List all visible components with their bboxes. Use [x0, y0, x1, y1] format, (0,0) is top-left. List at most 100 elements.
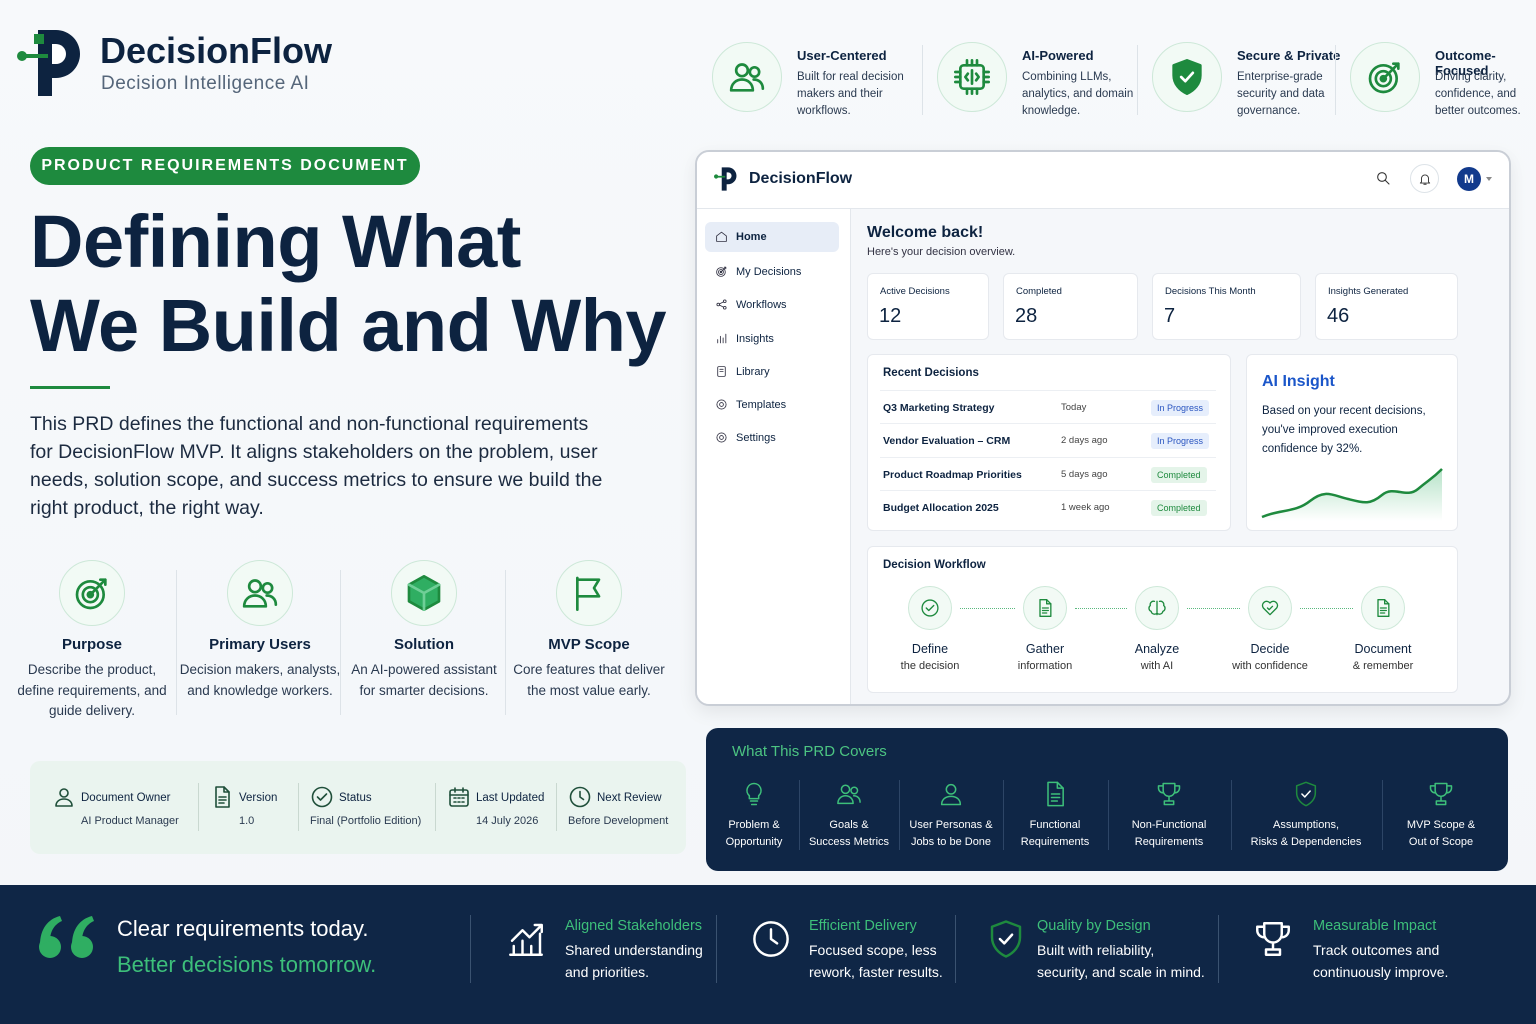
icon — [716, 266, 727, 277]
icon — [717, 333, 727, 344]
footer-icon — [505, 918, 547, 965]
headline-line: We Build and Why — [30, 284, 667, 367]
nav-icon — [715, 332, 728, 350]
icon — [1256, 922, 1290, 956]
pillar-icon — [59, 560, 125, 626]
meta-icon — [568, 785, 592, 814]
icon — [990, 920, 1022, 958]
stat-card — [1315, 273, 1458, 340]
app-header — [697, 152, 1509, 209]
rule — [30, 386, 110, 389]
status-pill: Completed — [1151, 500, 1207, 516]
step-icon — [1361, 586, 1405, 630]
divider — [955, 915, 956, 983]
cover-line: Requirements — [1134, 836, 1204, 848]
nav-icon — [715, 431, 728, 449]
pillar-title: Solution — [394, 636, 454, 653]
workflow-title: Decision Workflow — [883, 559, 986, 571]
divider — [1335, 45, 1336, 115]
icon — [1377, 172, 1390, 185]
step-title: Analyze — [1134, 642, 1180, 656]
nav-icon — [715, 265, 728, 283]
divider — [1218, 915, 1219, 983]
status-pill: Completed — [1151, 467, 1207, 483]
cover-icon — [1427, 780, 1455, 813]
icon — [75, 578, 107, 610]
cover-line: Jobs to be Done — [910, 836, 992, 848]
feature-icon — [712, 42, 782, 112]
icon — [729, 63, 765, 92]
avatar: M — [1457, 167, 1481, 191]
cover-icon — [1041, 780, 1069, 813]
cover-icon — [1155, 780, 1183, 813]
step-connector — [1300, 608, 1353, 609]
icon — [746, 782, 762, 806]
icon — [1368, 62, 1400, 94]
row-line — [880, 390, 1216, 391]
pillar-text: An AI-powered assistant for smarter deci… — [351, 662, 497, 698]
cover-line: User Personas & — [909, 819, 993, 831]
meta-label: Document Owner — [81, 792, 171, 804]
meta-box — [30, 761, 686, 854]
icon — [311, 786, 333, 808]
divider — [1137, 45, 1138, 115]
meta-icon — [210, 785, 234, 814]
icon — [716, 299, 727, 310]
divider — [198, 783, 199, 831]
app-logo — [714, 166, 740, 197]
insight-title: AI Insight — [1262, 373, 1335, 390]
step-title: Define — [911, 642, 949, 656]
icon — [921, 599, 939, 617]
footer-title: Quality by Design — [1037, 918, 1151, 934]
step-title: Decide — [1250, 642, 1290, 656]
icon — [716, 432, 727, 443]
sparkline-svg — [1261, 468, 1443, 521]
stat-card — [867, 273, 989, 340]
row-when: 2 days ago — [1061, 435, 1108, 446]
row-name: Q3 Marketing Strategy — [883, 402, 995, 414]
icon — [1039, 599, 1052, 617]
step-connector — [960, 608, 1015, 609]
stat-label: Active Decisions — [880, 286, 950, 297]
meta-icon — [52, 785, 76, 814]
badge: PRODUCT REQUIREMENTS DOCUMENT — [30, 147, 420, 185]
icon — [569, 786, 591, 808]
meta-value: Final (Portfolio Edition) — [310, 815, 422, 827]
icon — [1261, 600, 1279, 616]
feature-icon — [1350, 42, 1420, 112]
stat-value: 46 — [1327, 305, 1350, 327]
bell — [1410, 164, 1439, 193]
cover-line: MVP Scope & — [1406, 819, 1476, 831]
nav-item: Library — [736, 366, 770, 378]
insight-text: Based on your recent decisions, you've i… — [1262, 405, 1426, 455]
pillar-text: Decision makers, analysts, and knowledge… — [179, 662, 341, 698]
icon — [509, 923, 543, 956]
feature-text: Combining LLMs, analytics, and domain kn… — [1022, 71, 1134, 117]
footer-icon — [750, 918, 792, 965]
row-name: Vendor Evaluation – CRM — [883, 435, 1011, 447]
icon — [837, 784, 861, 805]
step-icon — [1248, 586, 1292, 630]
footer-text: Track outcomes and continuously improve. — [1313, 942, 1449, 980]
cover-line: Risks & Dependencies — [1250, 836, 1362, 848]
cover-icon — [835, 780, 863, 813]
status-pill: In Progress — [1151, 400, 1210, 416]
nav-item: Insights — [736, 333, 774, 345]
stat-value: 28 — [1015, 305, 1038, 327]
icon — [242, 579, 278, 608]
feature-text: Driving clarity, confidence, and better … — [1435, 71, 1521, 117]
divider — [298, 783, 299, 831]
headline: Defining What We Build and Why — [30, 200, 667, 368]
icon — [1377, 599, 1390, 617]
stat-value: 12 — [879, 305, 902, 327]
stat-value: 7 — [1164, 305, 1176, 327]
footer-icon — [985, 918, 1027, 965]
stat-card — [1003, 273, 1138, 340]
meta-label: Version — [239, 792, 278, 804]
icon — [215, 786, 230, 808]
icon — [954, 59, 990, 95]
pillar-title: MVP Scope — [548, 636, 630, 653]
icon — [1295, 781, 1317, 807]
meta-value: AI Product Manager — [81, 815, 179, 827]
step-title: Gather — [1025, 642, 1065, 656]
